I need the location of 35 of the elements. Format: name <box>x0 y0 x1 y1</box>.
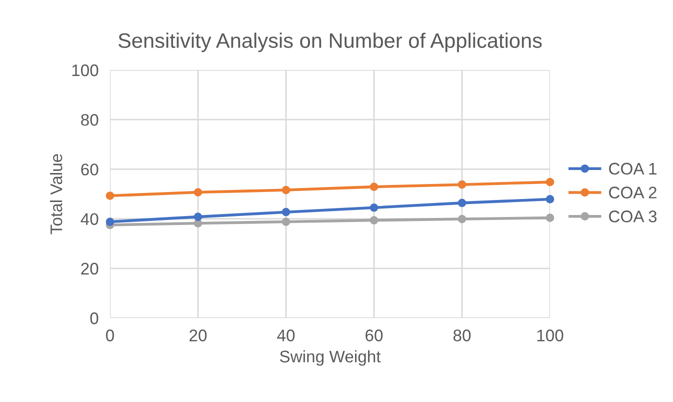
x-tick-label: 20 <box>190 330 207 342</box>
point <box>546 214 554 222</box>
point <box>370 203 378 212</box>
point <box>370 216 378 224</box>
y-tick-label: 60 <box>81 164 98 176</box>
point <box>370 182 378 191</box>
point <box>194 219 202 228</box>
point <box>546 178 554 186</box>
chart-title: Sensitivity Analysis on Number of Applications <box>118 32 542 52</box>
y-tick-label: 80 <box>81 114 98 126</box>
legend-label: COA 3 <box>609 210 657 222</box>
point <box>106 218 114 226</box>
point <box>458 198 466 208</box>
point <box>282 186 290 194</box>
point <box>458 180 466 189</box>
y-tick-label: 100 <box>72 64 98 76</box>
x-tick-label: 60 <box>366 330 383 342</box>
y-tick-label: 20 <box>81 262 98 275</box>
x-tick-label: 40 <box>277 330 295 342</box>
point <box>546 195 554 204</box>
point <box>282 218 290 226</box>
x-tick-label: 0 <box>106 330 114 342</box>
point <box>106 192 114 200</box>
y-tick-label: 40 <box>80 213 98 226</box>
y-tick-label: 0 <box>90 312 98 324</box>
point <box>194 212 202 221</box>
legend-label: COA 2 <box>609 186 656 198</box>
point <box>282 208 290 216</box>
x-tick-label: 80 <box>453 330 471 342</box>
point <box>458 214 466 224</box>
x-tick-label: 100 <box>537 330 564 342</box>
point <box>194 188 202 196</box>
y-axis-title: Total Value <box>50 154 62 234</box>
legend-label: COA 1 <box>609 162 656 175</box>
x-axis-title: Swing Weight <box>280 350 381 366</box>
